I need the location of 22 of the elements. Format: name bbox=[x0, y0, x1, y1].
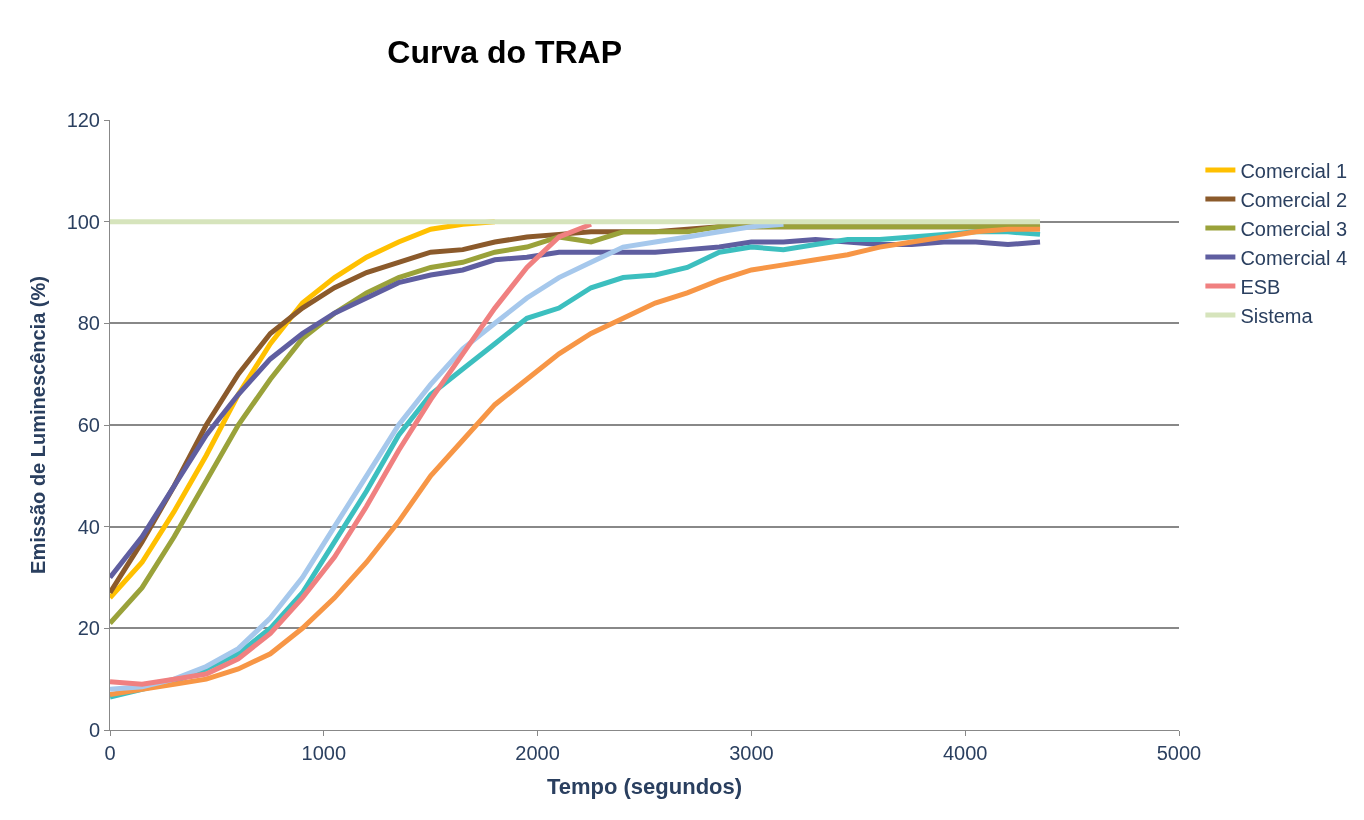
x-tick-label: 5000 bbox=[1156, 742, 1202, 764]
legend-label: Comercial 3 bbox=[1240, 217, 1348, 240]
legend-label: Sistema bbox=[1240, 304, 1314, 327]
y-tick-label: 20 bbox=[77, 617, 100, 640]
y-tick-label: 0 bbox=[88, 719, 100, 741]
y-tick-label: 40 bbox=[77, 515, 100, 538]
y-tick-label: 80 bbox=[77, 312, 100, 335]
x-tick-label: 4000 bbox=[942, 742, 988, 764]
legend-label: ESB bbox=[1240, 275, 1281, 298]
chart-title: Curva do TRAP bbox=[387, 34, 623, 71]
legend-label: Comercial 2 bbox=[1240, 188, 1348, 211]
legend-label: Comercial 1 bbox=[1240, 159, 1348, 182]
y-tick-label: 100 bbox=[66, 210, 100, 233]
x-tick-label: 1000 bbox=[301, 742, 347, 764]
y-axis-title: Emissão de Luminescência (%) bbox=[27, 276, 50, 574]
x-axis-title: Tempo (segundos) bbox=[546, 773, 743, 799]
x-tick-label: 2000 bbox=[515, 742, 560, 764]
legend-label: Comercial 4 bbox=[1240, 246, 1348, 269]
x-tick-label: 3000 bbox=[729, 742, 774, 764]
y-tick-label: 120 bbox=[66, 109, 100, 131]
y-tick-label: 60 bbox=[77, 414, 100, 436]
x-tick-label: 0 bbox=[104, 742, 116, 764]
